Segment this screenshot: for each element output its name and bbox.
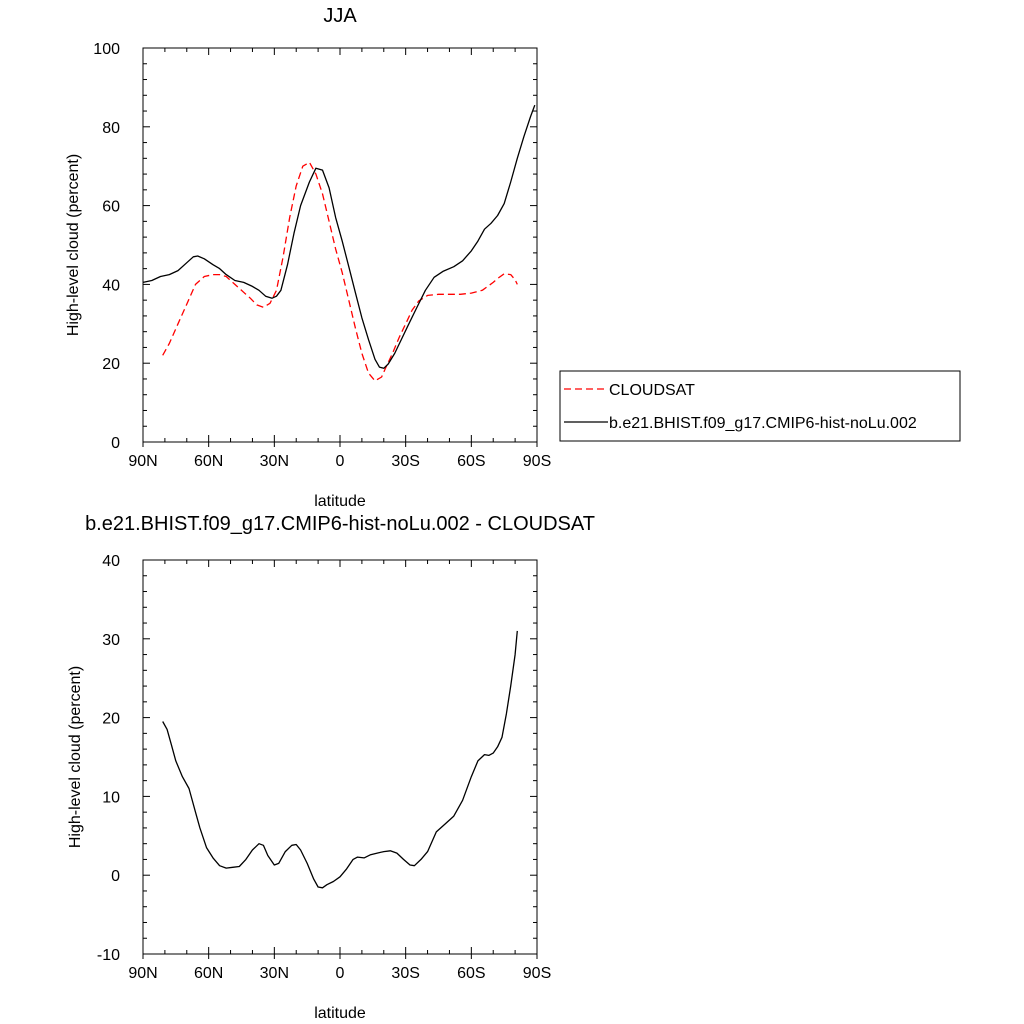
top-y-tick-label: 0 — [111, 435, 120, 452]
bottom-y-tick-label: -10 — [97, 947, 120, 964]
legend-label-cloudsat: CLOUDSAT — [609, 382, 695, 399]
bottom-tick-marks — [142, 559, 538, 959]
top-y-tick-labels: 0 20 40 60 80 100 — [93, 41, 120, 452]
bottom-x-tick-label: 60N — [194, 965, 223, 982]
bottom-y-tick-label: 10 — [102, 789, 120, 806]
top-series-line-cloudsat — [162, 161, 518, 382]
top-series-lines — [142, 104, 536, 382]
bottom-x-tick-label: 90S — [523, 965, 551, 982]
bottom-x-axis-title: latitude — [314, 1005, 366, 1022]
bottom-y-tick-labels: -10 0 10 20 30 40 — [97, 553, 120, 964]
top-y-tick-label: 20 — [102, 356, 120, 373]
top-y-axis-title: High-level cloud (percent) — [65, 154, 82, 336]
bottom-x-tick-labels: 90N 60N 30N 0 30S 60S 90S — [128, 965, 551, 982]
top-x-axis-title: latitude — [314, 493, 366, 510]
top-x-tick-label: 60S — [457, 453, 485, 470]
top-tick-marks — [142, 47, 538, 447]
top-y-tick-label: 100 — [93, 41, 120, 58]
bottom-plot-frame — [142, 559, 538, 955]
bottom-x-tick-label: 30N — [260, 965, 289, 982]
legend-frame — [559, 370, 961, 442]
top-y-tick-label: 80 — [102, 120, 120, 137]
bottom-series-line-model — [162, 630, 518, 889]
top-x-tick-label: 90S — [523, 453, 551, 470]
legend: CLOUDSAT b.e21.BHIST.f09_g17.CMIP6-hist-… — [559, 370, 961, 442]
legend-label-model: b.e21.BHIST.f09_g17.CMIP6-hist-noLu.002 — [609, 415, 917, 432]
top-panel-jja: JJA 90N 60N 30N 0 30S 60S 90S 0 20 40 60 80 100 lat… — [65, 5, 961, 510]
bottom-y-tick-label: 20 — [102, 711, 120, 728]
top-x-tick-label: 90N — [128, 453, 157, 470]
top-y-tick-label: 40 — [102, 277, 120, 294]
bottom-x-tick-label: 30S — [391, 965, 419, 982]
bottom-y-tick-label: 30 — [102, 632, 120, 649]
bottom-chart-title: b.e21.BHIST.f09_g17.CMIP6-hist-noLu.002 … — [85, 513, 595, 535]
bottom-x-tick-label: 0 — [336, 965, 345, 982]
top-x-tick-label: 60N — [194, 453, 223, 470]
top-x-tick-label: 30N — [260, 453, 289, 470]
top-x-tick-labels: 90N 60N 30N 0 30S 60S 90S — [128, 453, 551, 470]
bottom-y-tick-label: 0 — [111, 868, 120, 885]
bottom-panel-difference: b.e21.BHIST.f09_g17.CMIP6-hist-noLu.002 … — [67, 513, 595, 1022]
top-plot-frame — [142, 47, 538, 443]
bottom-x-tick-label: 90N — [128, 965, 157, 982]
top-y-tick-label: 60 — [102, 199, 120, 216]
top-x-tick-label: 0 — [336, 453, 345, 470]
bottom-y-axis-title: High-level cloud (percent) — [67, 666, 84, 848]
bottom-series-lines — [162, 630, 518, 889]
top-chart-title: JJA — [323, 5, 357, 27]
top-x-tick-label: 30S — [391, 453, 419, 470]
bottom-y-tick-label: 40 — [102, 553, 120, 570]
top-series-line-model — [142, 104, 536, 369]
bottom-x-tick-label: 60S — [457, 965, 485, 982]
